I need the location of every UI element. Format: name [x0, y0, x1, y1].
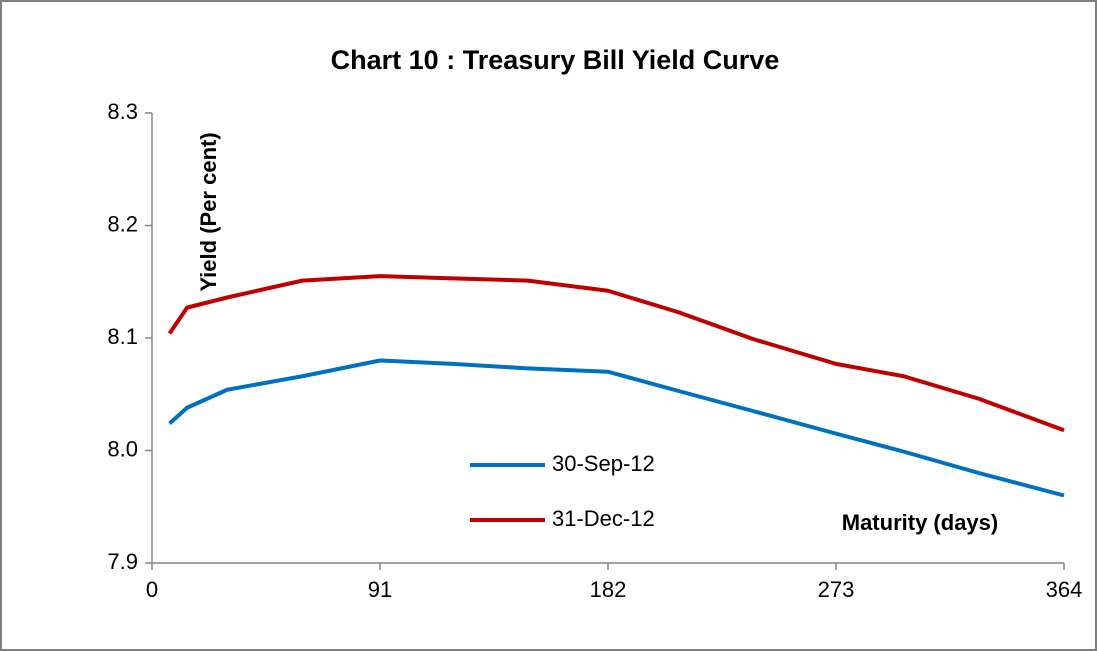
- legend-label: 31-Dec-12: [552, 506, 655, 531]
- x-axis-label: Maturity (days): [842, 510, 998, 535]
- y-axis-label: Yield (Per cent): [196, 132, 221, 291]
- x-tick-label: 182: [590, 577, 627, 602]
- x-tick-label: 273: [818, 577, 855, 602]
- y-tick-label: 8.2: [107, 211, 138, 236]
- series-line: [168, 358, 1065, 498]
- y-tick-label: 7.9: [107, 549, 138, 574]
- x-tick-label: 0: [146, 577, 158, 602]
- x-tick-label: 364: [1046, 577, 1083, 602]
- series-line: [167, 274, 1065, 433]
- y-tick-label: 8.3: [107, 99, 138, 124]
- legend-label: 30-Sep-12: [552, 451, 655, 476]
- chart-title: Chart 10 : Treasury Bill Yield Curve: [331, 45, 780, 75]
- y-tick-label: 8.0: [107, 436, 138, 461]
- y-tick-label: 8.1: [107, 324, 138, 349]
- x-tick-label: 91: [368, 577, 392, 602]
